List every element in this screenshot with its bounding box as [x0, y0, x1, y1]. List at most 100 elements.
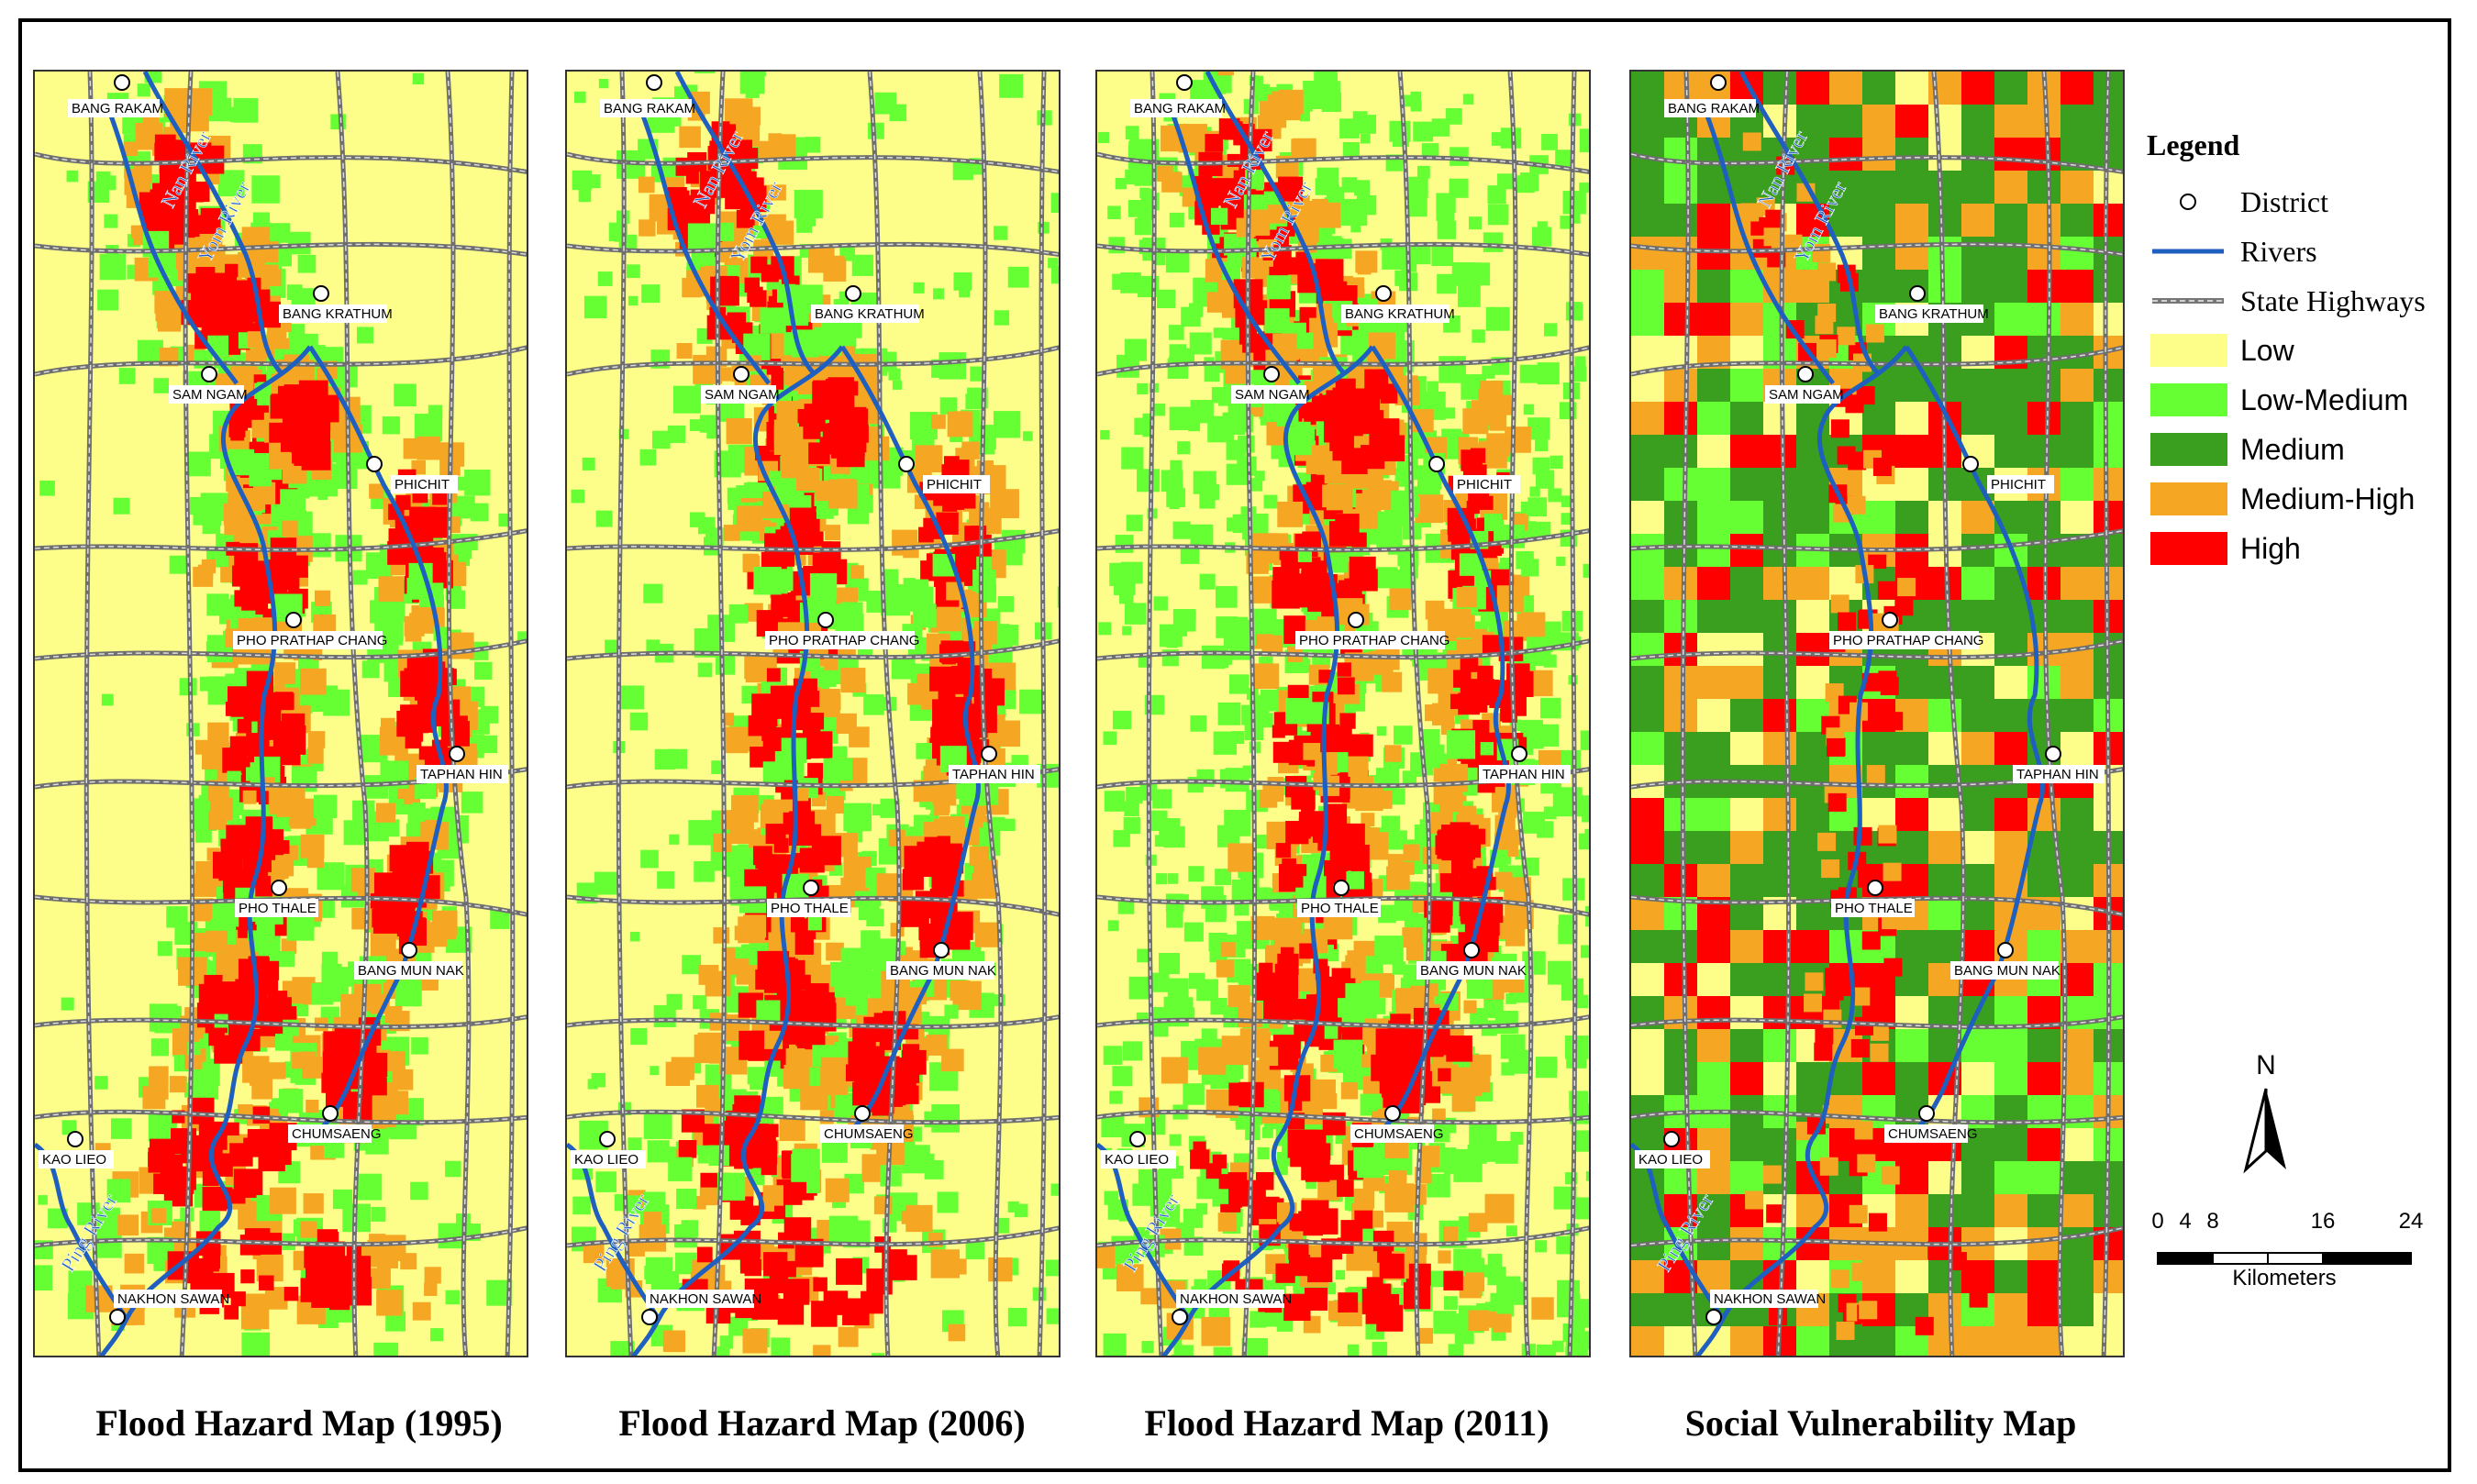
hazard-cell-low-medium [1387, 830, 1407, 850]
hazard-cell-low-medium [1485, 306, 1510, 331]
hazard-cell-medium-high [1479, 381, 1504, 404]
hazard-cell-medium-high [1140, 1288, 1158, 1305]
hazard-cell-medium-high [1425, 600, 1445, 620]
district-marker [114, 74, 130, 91]
hazard-cell-low-medium [1188, 866, 1205, 882]
hazard-cell-medium-high [840, 668, 866, 693]
hazard-cell-medium-high [1484, 1193, 1515, 1224]
hazard-cell-high [1316, 259, 1344, 287]
hazard-cell-low-medium [1228, 624, 1248, 643]
hazard-cell-low-medium [1045, 1259, 1059, 1277]
hazard-cell-high [748, 1136, 776, 1165]
hazard-cell-high [1299, 943, 1316, 959]
district-label: TAPHAN HIN [420, 767, 503, 782]
hazard-cell-low-medium [605, 639, 619, 655]
district-marker [933, 942, 950, 958]
hazard-cell-low-medium [1140, 189, 1152, 201]
hazard-cell-low-medium [1213, 1189, 1229, 1204]
hazard-cell-medium-high [405, 756, 420, 770]
hazard-cell-low-medium [1183, 922, 1204, 942]
hazard-cell-low-medium [1535, 1240, 1548, 1253]
hazard-cell-medium-high [130, 225, 145, 238]
hazard-cell-low-medium [629, 931, 640, 942]
hazard-cell-medium-high [773, 419, 797, 443]
hazard-cell-high [164, 204, 181, 220]
hazard-cell-medium-high [431, 910, 458, 936]
hazard-cell-medium-high [369, 483, 384, 499]
hazard-cell-low-medium [752, 225, 767, 239]
hazard-cell-low-medium [194, 825, 212, 843]
hazard-cell-low-medium [1406, 195, 1427, 217]
hazard-cell-low-medium [675, 1252, 697, 1275]
hazard-cell-low-medium [1172, 521, 1191, 539]
hazard-cell-low-medium [1527, 497, 1548, 517]
district-label: SAM NGAM [172, 387, 248, 403]
hazard-cell-low-medium [1151, 1020, 1169, 1037]
hazard-cell-low-medium [96, 1207, 120, 1231]
hazard-cell-high [773, 837, 789, 853]
hazard-cell-low-medium [1576, 1331, 1589, 1349]
hazard-cell-low-medium [1189, 332, 1212, 355]
hazard-cell-low-medium [1249, 478, 1263, 492]
hazard-cell-low-medium [1413, 121, 1434, 142]
hazard-cell-low-medium [1167, 873, 1179, 884]
hazard-cell-high [765, 1124, 779, 1137]
hazard-cell-medium-high [1273, 917, 1302, 946]
hazard-cell-medium-high [1259, 790, 1278, 808]
hazard-cell-high [805, 412, 825, 432]
hazard-cell-high [744, 1258, 761, 1277]
hazard-cell-low-medium [872, 1353, 885, 1356]
hazard-cell-low-medium [1537, 362, 1560, 385]
hazard-cell-high [1255, 1171, 1274, 1191]
hazard-cell-medium-high [795, 788, 809, 802]
highway-centerline [567, 1227, 1059, 1246]
hazard-cell-low-medium [1285, 698, 1312, 725]
hazard-cell-low-medium [1183, 1083, 1205, 1105]
hazard-cell-low-medium [944, 1004, 959, 1019]
hazard-cell-low-medium [719, 1335, 733, 1349]
hazard-cell-medium-high [290, 808, 311, 829]
map-panel-flood-1995: Nan River Yom River Ping River BANG RAKAM BA… [33, 70, 528, 1357]
hazard-cell-high [1217, 187, 1236, 205]
hazard-cell-low-medium [1048, 258, 1059, 269]
hazard-cell-high [1291, 999, 1313, 1020]
hazard-cell-high [1350, 849, 1365, 865]
district-label-bg [114, 1290, 222, 1308]
hazard-cell-low-medium [586, 174, 601, 189]
hazard-cell-low-medium [1550, 455, 1563, 470]
hazard-cell-low-medium [61, 997, 74, 1011]
hazard-cell-medium-high [826, 942, 844, 961]
hazard-cell-low-medium [1153, 596, 1168, 611]
hazard-cell-low-medium [667, 425, 686, 444]
hazard-cell-medium-high [892, 529, 918, 556]
hazard-cell-medium-high [142, 115, 160, 132]
hazard-cell-medium-high [220, 566, 237, 582]
hazard-cell-low-medium [1123, 816, 1140, 835]
hazard-cell-low-medium [1552, 787, 1583, 817]
hazard-cell-low-medium [1107, 920, 1119, 932]
hazard-cell-high [1205, 134, 1224, 152]
hazard-cell-medium-high [1416, 1327, 1434, 1344]
hazard-cell-high [751, 1293, 779, 1320]
hazard-cell-low-medium [1580, 730, 1589, 750]
hazard-cell-medium-high [243, 1293, 268, 1318]
district-label-bg [701, 385, 776, 404]
hazard-cell-low-medium [657, 871, 674, 889]
district-label-bg [767, 899, 850, 917]
hazard-cell-high [795, 853, 811, 869]
hazard-cell-low-medium [430, 1328, 444, 1342]
hazard-cell-low-medium [1124, 603, 1147, 625]
hazard-cell-medium-high [1267, 94, 1283, 109]
hazard-cell-low-medium [804, 137, 821, 153]
hazard-cell-high [1338, 1292, 1359, 1313]
hazard-cell-medium-high [717, 367, 732, 382]
hazard-cell-low-medium [1252, 83, 1271, 102]
hazard-cell-high [727, 312, 747, 332]
hazard-cell-medium-high [923, 766, 940, 783]
hazard-cell-low-medium [298, 656, 314, 671]
hazard-cell-medium-high [370, 1268, 391, 1289]
hazard-cell-low-medium [1548, 488, 1562, 503]
hazard-cell-medium-high [376, 1290, 403, 1316]
hazard-cell-medium-high [225, 945, 241, 961]
